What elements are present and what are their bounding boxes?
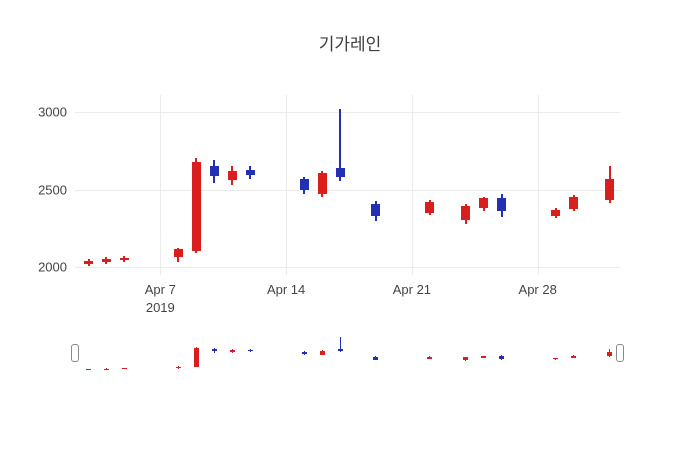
range-slider-left-handle[interactable] [71,344,79,362]
rangeslider-mini-body [211,348,217,352]
rangeslider-mini-body [499,355,505,359]
rangeslider-mini-body [175,366,181,369]
rangeslider-mini-body [301,351,307,355]
rangeslider-mini-body [319,350,325,355]
candlestick-body[interactable] [335,167,345,178]
candlestick-body[interactable] [461,205,471,220]
rangeslider-mini-body [247,349,253,351]
rangeslider-mini-body [463,357,469,361]
rangeslider-mini-body [607,351,612,357]
candlestick-body[interactable] [479,198,489,209]
rangeslider-mini-body [373,357,379,360]
y-gridline [75,112,620,114]
candlestick-body[interactable] [173,249,183,258]
rangeslider-mini-body [103,368,109,370]
candlestick-body[interactable] [551,209,561,216]
x-gridline [411,95,413,275]
candlestick-body[interactable] [227,171,237,181]
rangeslider-mini-body [553,358,559,360]
x-axis-tick-year-label: 2019 [145,300,175,315]
chart-title: 기가레인 [318,35,382,54]
x-axis-tick-label: Apr 7 2019 [144,282,176,315]
y-gridline [75,189,620,191]
rangeslider-mini-wick [339,336,341,353]
candlestick-body[interactable] [605,178,614,201]
rangeslider-mini-body [86,369,91,371]
candlestick-body[interactable] [317,173,327,194]
x-gridline [160,95,162,275]
x-axis-tick-label: Apr 21 [392,282,432,297]
range-slider[interactable] [71,333,625,373]
range-slider-right-handle[interactable] [616,344,624,362]
candlestick-body[interactable] [119,257,129,261]
candlestick-body[interactable] [84,261,93,265]
candlestick-body[interactable] [425,202,435,213]
candlestick-body[interactable] [569,197,579,209]
rangeslider-mini-body [229,350,235,353]
rangeslider-mini-body [121,368,127,370]
candlestick-body[interactable] [101,258,111,262]
candlestick-body[interactable] [245,169,255,175]
rangeslider-mini-body [481,355,487,358]
y-axis-tick-label: 2000 [38,259,67,275]
x-axis-tick-label: Apr 14 [266,282,306,297]
candlestick-body[interactable] [371,204,381,216]
rangeslider-mini-body [571,355,577,359]
y-axis-tick-label: 2500 [38,182,67,198]
candlestick-wick [339,109,341,182]
rangeslider-mini-body [337,349,343,352]
x-axis-tick-label: Apr 28 [518,282,557,297]
rangeslider-mini-body [193,348,199,367]
x-gridline [537,95,539,275]
y-axis-tick-label: 3000 [38,104,67,120]
candlestick-body[interactable] [191,161,201,251]
candlestick-body[interactable] [299,178,309,191]
candlestick-body[interactable] [209,165,219,177]
x-gridline [286,95,288,275]
y-gridline [75,267,620,269]
candlestick-body[interactable] [497,198,507,212]
rangeslider-mini-body [427,356,433,359]
